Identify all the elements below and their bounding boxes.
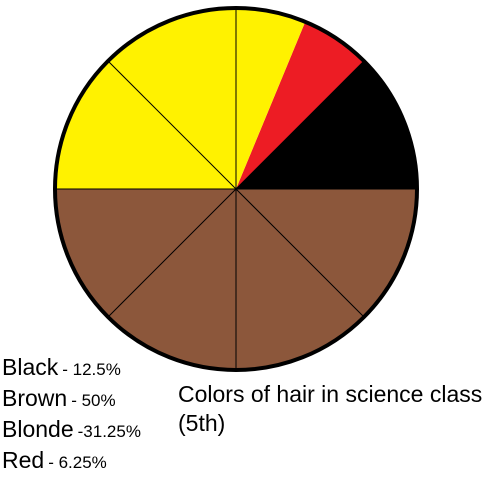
legend-item-red: Red - 6.25% bbox=[2, 447, 141, 478]
legend-label-red: Red bbox=[2, 447, 45, 473]
sector-divider bbox=[107, 188, 237, 318]
legend-item-black: Black - 12.5% bbox=[2, 354, 141, 385]
legend: Black - 12.5% Brown - 50% Blonde -31.25% Re… bbox=[2, 354, 141, 478]
legend-label-brown: Brown bbox=[2, 385, 68, 411]
legend-value-black: - 12.5% bbox=[62, 360, 121, 379]
pie-slice-red bbox=[236, 21, 364, 190]
legend-value-blonde: -31.25% bbox=[77, 422, 141, 441]
legend-value-brown: - 50% bbox=[71, 391, 116, 410]
sector-divider bbox=[235, 188, 365, 318]
legend-label-black: Black bbox=[2, 354, 59, 380]
legend-item-brown: Brown - 50% bbox=[2, 385, 141, 416]
legend-label-blonde: Blonde bbox=[2, 416, 74, 442]
sector-divider bbox=[107, 60, 237, 190]
legend-value-red: - 6.25% bbox=[48, 453, 107, 472]
sector-divider bbox=[235, 60, 365, 190]
pie-outline bbox=[53, 6, 419, 372]
legend-item-blonde: Blonde -31.25% bbox=[2, 416, 141, 447]
chart-title: Colors of hair in science class (5th) bbox=[178, 381, 483, 436]
pie-slice-black bbox=[236, 61, 417, 189]
